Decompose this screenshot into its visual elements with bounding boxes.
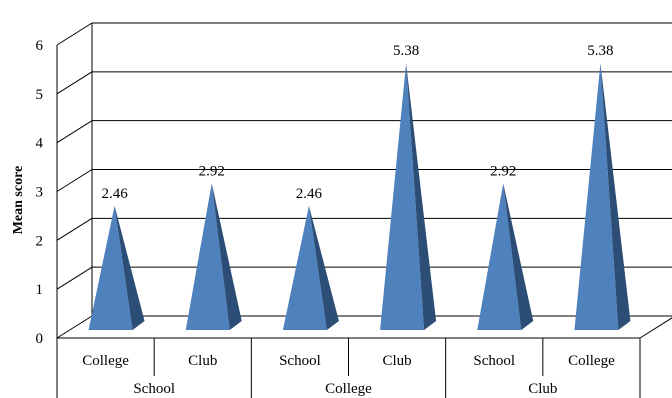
- y-tick-label: 6: [36, 38, 44, 54]
- bar: [282, 205, 339, 330]
- gridline-side: [56, 266, 93, 290]
- bar-front-face: [185, 183, 230, 330]
- gridline-side: [56, 217, 93, 241]
- gridline-side: [56, 71, 93, 95]
- bar-front-face: [282, 205, 327, 330]
- bars: [88, 63, 631, 330]
- y-tick-label: 0: [36, 331, 44, 347]
- x-category-label: School: [473, 353, 515, 369]
- bar: [88, 205, 145, 330]
- bar-side-face: [308, 205, 339, 330]
- x-group-label: Club: [528, 381, 557, 397]
- gridline-side: [56, 315, 93, 339]
- y-tick-label: 5: [36, 87, 44, 103]
- bar: [477, 183, 534, 330]
- x-group-label: College: [325, 381, 372, 397]
- data-label: 2.92: [199, 163, 225, 179]
- floor-right-edge: [639, 317, 672, 339]
- bar-front-face: [88, 205, 133, 330]
- y-tick-label: 4: [36, 136, 44, 152]
- bar: [185, 183, 242, 330]
- bar-side-face: [211, 183, 242, 330]
- data-label: 2.92: [490, 163, 516, 179]
- gridline-side: [56, 22, 93, 46]
- y-tick-label: 1: [36, 282, 44, 298]
- x-category-label: College: [568, 353, 615, 369]
- bar-front-face: [380, 63, 425, 330]
- bar-front-face: [574, 63, 619, 330]
- bar-front-face: [477, 183, 522, 330]
- y-axis-label: Mean score: [11, 166, 26, 235]
- data-labels: 2.46 2.92 2.46 5.38 2.92 5.38: [101, 43, 613, 202]
- data-label: 5.38: [587, 43, 613, 59]
- y-tick-label: 3: [36, 185, 44, 201]
- y-tick-label: 2: [36, 233, 44, 249]
- bar: [574, 63, 631, 330]
- gridline-side: [56, 169, 93, 192]
- bar-side-face: [600, 63, 631, 330]
- data-label: 5.38: [393, 43, 419, 59]
- gridline-side: [56, 120, 93, 144]
- bar-side-face: [114, 205, 145, 330]
- data-label: 2.46: [101, 186, 128, 202]
- x-category-label: College: [82, 353, 129, 369]
- x-category-label: Club: [188, 353, 217, 369]
- bar-side-face: [406, 63, 437, 330]
- x-category-label: Club: [382, 353, 411, 369]
- y-axis-ticks: 0 1 2 3 4 5 6: [36, 38, 44, 347]
- bar: [380, 63, 437, 330]
- data-label: 2.46: [296, 186, 323, 202]
- bar-side-face: [503, 183, 534, 330]
- x-group-label: School: [133, 381, 175, 397]
- x-category-label: School: [279, 353, 321, 369]
